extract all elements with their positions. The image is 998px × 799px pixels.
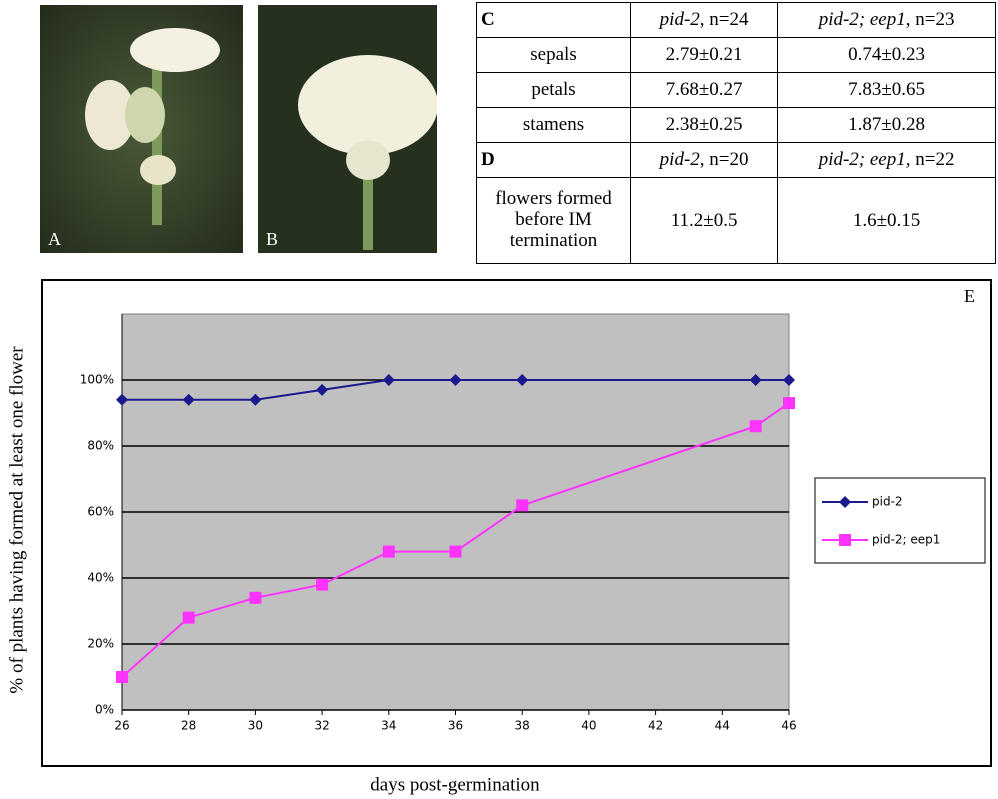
y-tick-label: 80% <box>87 439 114 453</box>
x-tick-label: 44 <box>715 719 730 733</box>
photo-b: B <box>258 5 437 253</box>
x-tick-label: 40 <box>581 719 596 733</box>
panel-label: E <box>964 286 975 306</box>
page: A B C pid-2, n=24 pid-2; eep1, n=23 sepa… <box>0 0 998 799</box>
cell: pid-2; eep1, n=23 <box>778 3 996 38</box>
marker <box>750 420 762 432</box>
cell: 1.6±0.15 <box>778 178 996 264</box>
cell: pid-2; eep1, n=22 <box>778 143 996 178</box>
table-header: D pid-2, n=20 pid-2; eep1, n=22 <box>477 143 996 178</box>
cell: C <box>477 3 631 38</box>
legend-label: pid-2; eep1 <box>872 533 940 547</box>
marker <box>249 592 261 604</box>
cell: D <box>477 143 631 178</box>
table-header: C pid-2, n=24 pid-2; eep1, n=23 <box>477 3 996 38</box>
x-tick-label: 32 <box>314 719 329 733</box>
flower <box>298 55 437 155</box>
x-tick-label: 30 <box>248 719 263 733</box>
bud <box>125 87 165 143</box>
cell: flowers formed before IM termination <box>477 178 631 264</box>
panel-label: B <box>266 229 278 249</box>
genotype: pid-2; eep1 <box>819 149 906 170</box>
x-tick-label: 28 <box>181 719 196 733</box>
x-tick-label: 46 <box>781 719 796 733</box>
chart: E days post-germination % of plants havi… <box>0 270 998 799</box>
cell: stamens <box>477 108 631 143</box>
cell: 11.2±0.5 <box>631 178 778 264</box>
marker <box>316 579 328 591</box>
genotype: pid-2; eep1 <box>819 9 906 30</box>
cell: pid-2, n=20 <box>631 143 778 178</box>
cell: 1.87±0.28 <box>778 108 996 143</box>
x-tick-label: 26 <box>114 719 129 733</box>
x-tick-label: 34 <box>381 719 396 733</box>
marker <box>450 546 462 558</box>
legend-label: pid-2 <box>872 495 903 509</box>
x-tick-label: 42 <box>648 719 663 733</box>
cell: 2.38±0.25 <box>631 108 778 143</box>
n: , n=22 <box>906 149 955 170</box>
cell: 2.79±0.21 <box>631 38 778 73</box>
x-axis-title: days post-germination <box>370 774 540 795</box>
n: , n=24 <box>700 9 749 30</box>
bud <box>140 155 176 185</box>
marker <box>183 612 195 624</box>
x-tick-label: 38 <box>515 719 530 733</box>
cell: pid-2, n=24 <box>631 3 778 38</box>
genotype: pid-2 <box>660 149 700 170</box>
x-tick-label: 36 <box>448 719 463 733</box>
panel-label: A <box>48 229 61 249</box>
cell: 0.74±0.23 <box>778 38 996 73</box>
marker <box>383 546 395 558</box>
cell: 7.68±0.27 <box>631 73 778 108</box>
flower <box>130 28 220 72</box>
y-tick-label: 40% <box>87 571 114 585</box>
y-tick-label: 0% <box>95 703 114 717</box>
y-tick-label: 20% <box>87 637 114 651</box>
cell: sepals <box>477 38 631 73</box>
cell: petals <box>477 73 631 108</box>
y-tick-label: 100% <box>80 373 114 387</box>
marker <box>116 671 128 683</box>
y-tick-label: 60% <box>87 505 114 519</box>
marker <box>516 499 528 511</box>
photo-a: A <box>40 5 243 253</box>
n: , n=23 <box>906 9 955 30</box>
cell: 7.83±0.65 <box>778 73 996 108</box>
genotype: pid-2 <box>660 9 700 30</box>
marker <box>783 397 795 409</box>
marker <box>839 534 851 546</box>
legend <box>815 478 985 563</box>
n: , n=20 <box>700 149 749 170</box>
y-axis-title: % of plants having formed at least one f… <box>6 346 27 694</box>
petal <box>346 140 390 180</box>
